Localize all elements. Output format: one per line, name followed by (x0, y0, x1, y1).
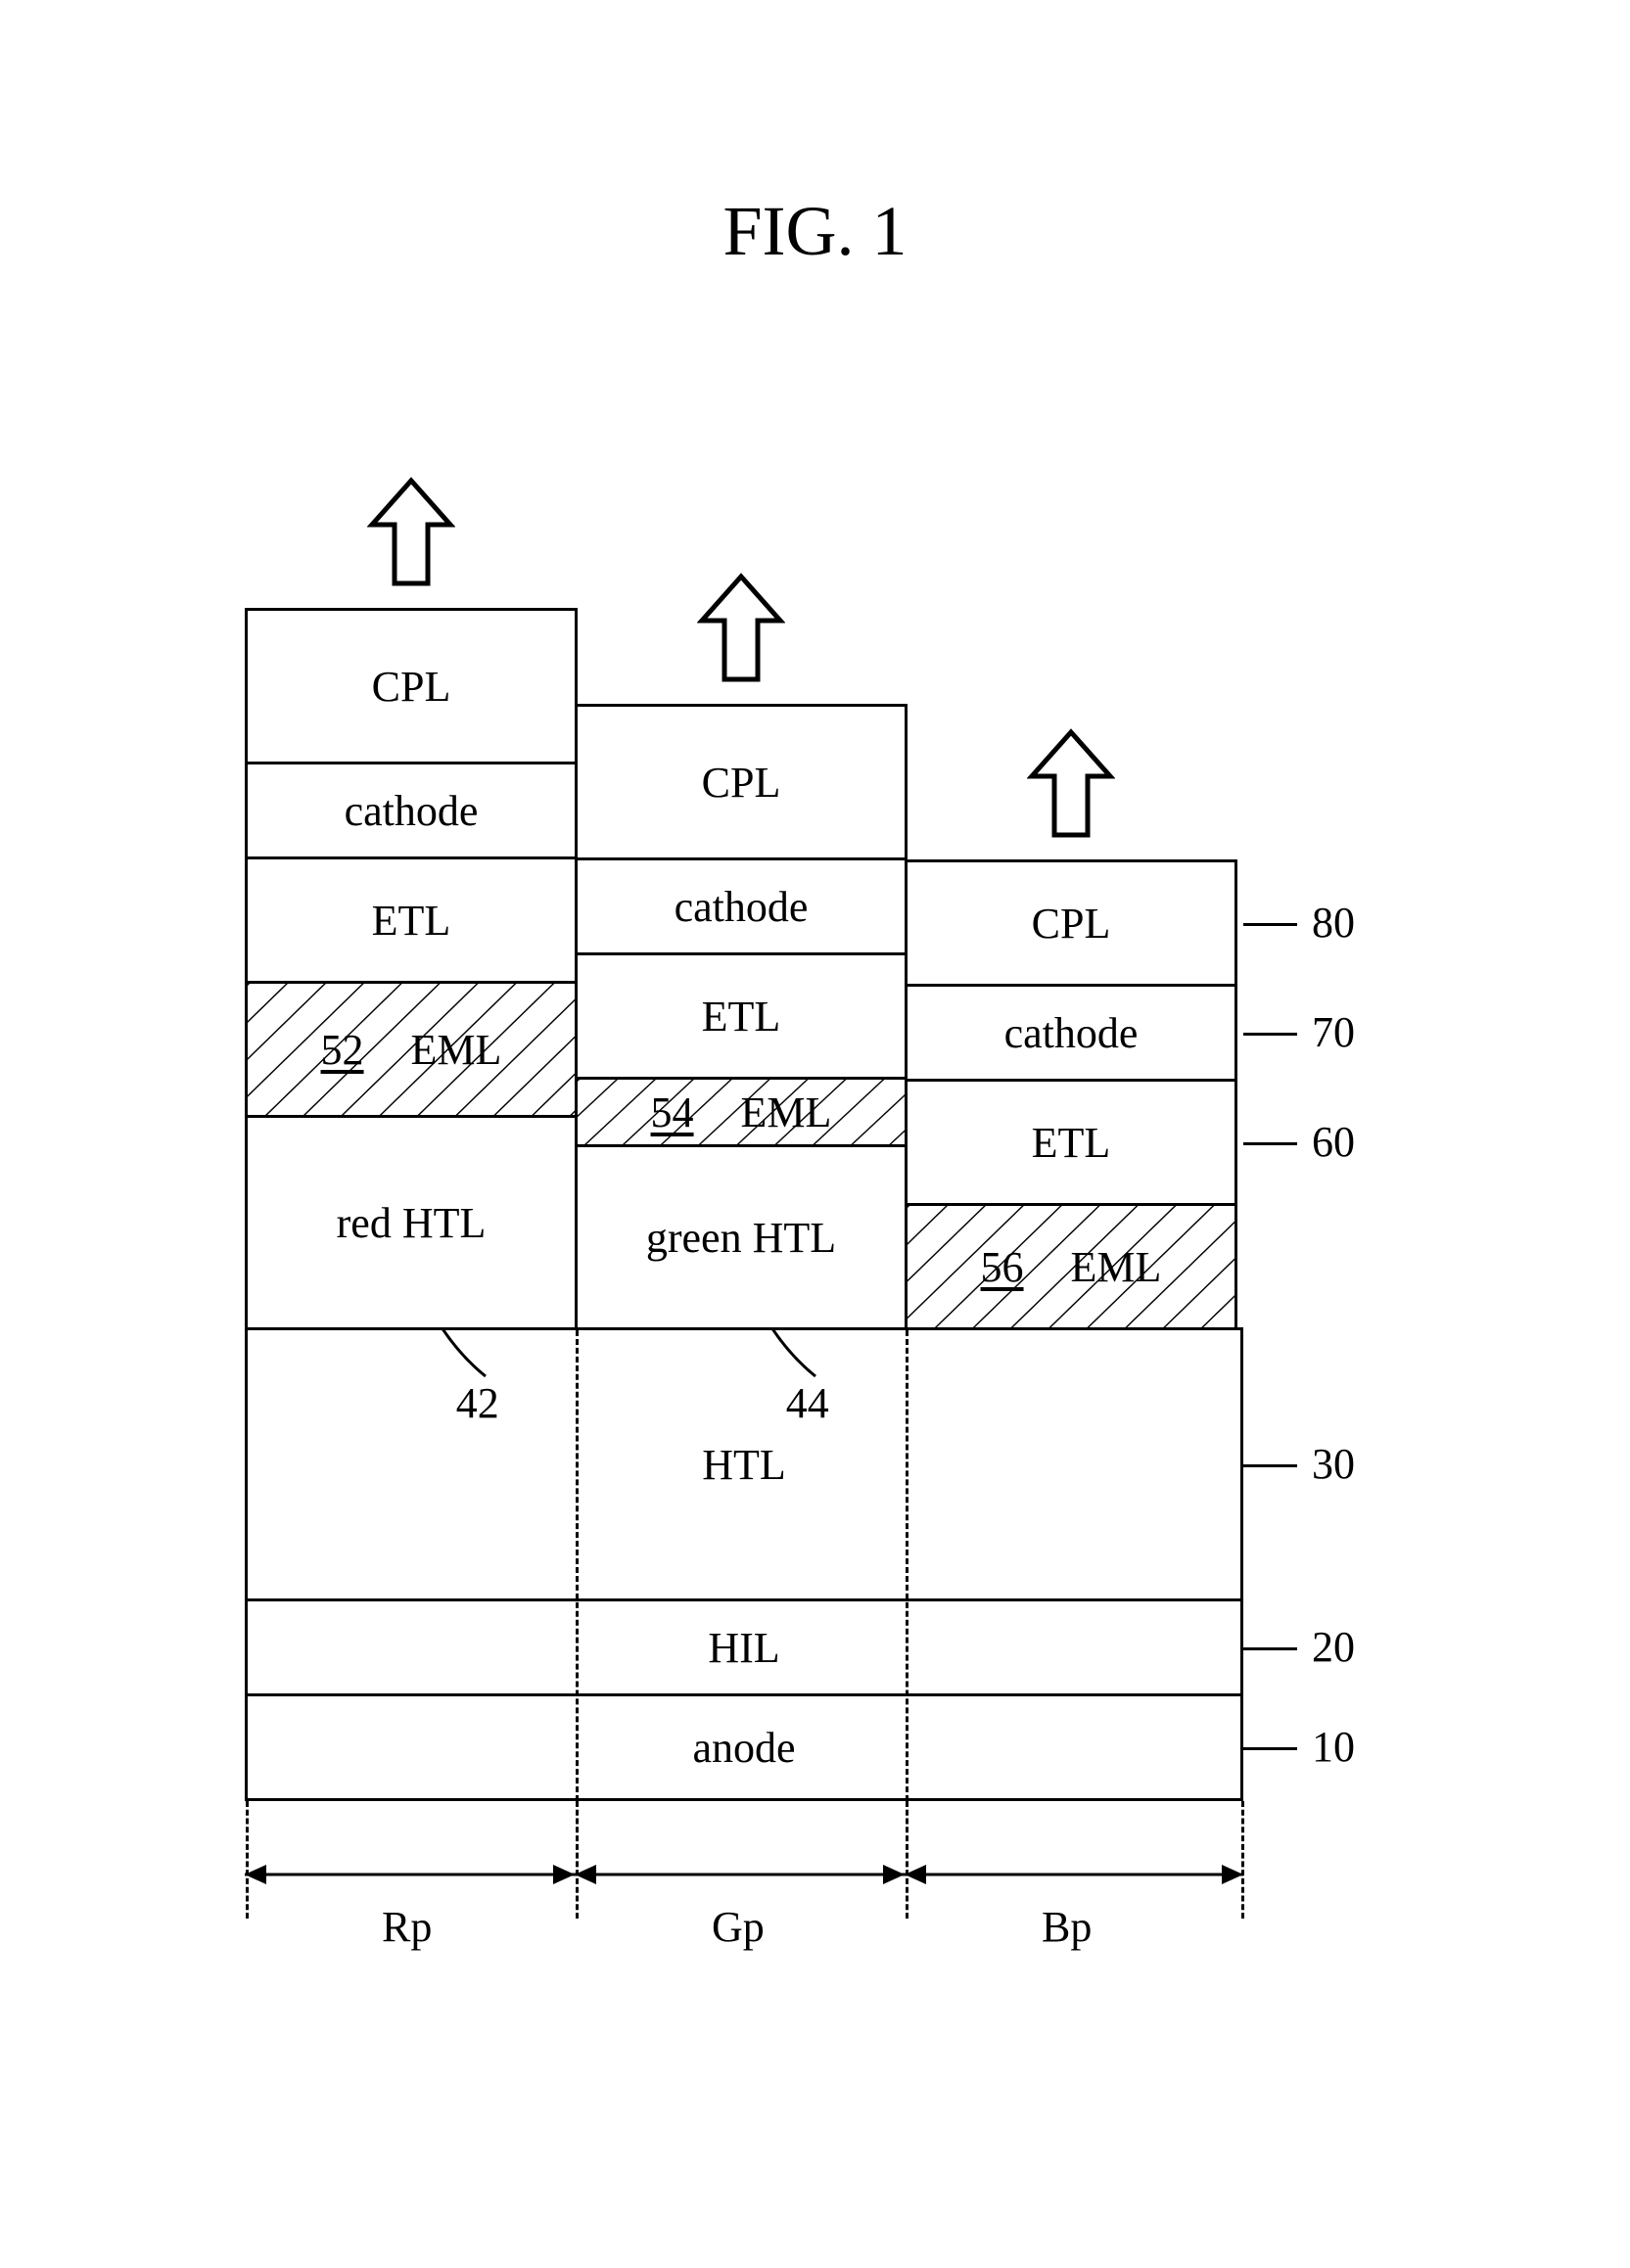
layer-R-etl-label: ETL (372, 896, 451, 946)
layer-R-cathode: cathode (245, 762, 578, 859)
ref-num-70: 70 (1312, 1007, 1355, 1057)
layer-hil: HIL (245, 1598, 1243, 1696)
leader-42 (432, 1327, 500, 1386)
layer-B-etl-label: ETL (1032, 1118, 1111, 1168)
col-divider-2 (906, 1330, 908, 1801)
leader-44 (762, 1327, 830, 1386)
layer-htl-label: HTL (702, 1440, 786, 1490)
layer-G-eml-num: 54 (651, 1088, 694, 1137)
layer-G-cathode: cathode (575, 857, 908, 955)
region-label-G: Gp (712, 1902, 765, 1952)
ref-num-80: 80 (1312, 898, 1355, 948)
ref-num-30: 30 (1312, 1439, 1355, 1489)
layer-R-eml: 52 EML (245, 981, 578, 1118)
arrow-up-icon (367, 476, 455, 593)
inner-label-44: 44 (786, 1378, 829, 1428)
ref-tick-10 (1243, 1747, 1297, 1750)
ref-num-20: 20 (1312, 1622, 1355, 1672)
region-label-R: Rp (382, 1902, 432, 1952)
layer-R-cathode-label: cathode (345, 786, 479, 836)
ref-tick-80 (1243, 923, 1297, 926)
layer-G-colorhtl-label: green HTL (646, 1213, 836, 1263)
layer-G-etl: ETL (575, 952, 908, 1080)
layer-R-eml-num: 52 (321, 1025, 364, 1075)
layer-R-etl: ETL (245, 856, 578, 984)
layer-B-eml-num: 56 (981, 1242, 1024, 1292)
layer-G-eml-txt: EML (741, 1088, 832, 1137)
layer-anode-label: anode (692, 1723, 795, 1773)
arrow-up-icon (1027, 727, 1115, 845)
layer-R-cpl: CPL (245, 608, 578, 764)
layer-htl: HTL (245, 1327, 1243, 1601)
layer-B-eml-txt: EML (1071, 1242, 1162, 1292)
layer-R-colorhtl: red HTL (245, 1115, 578, 1330)
layer-G-cathode-label: cathode (675, 882, 809, 932)
inner-label-42: 42 (456, 1378, 499, 1428)
layer-B-cpl-label: CPL (1032, 899, 1111, 949)
figure-title: FIG. 1 (722, 191, 907, 272)
layer-G-etl-label: ETL (702, 992, 781, 1041)
layer-R-eml-txt: EML (411, 1025, 502, 1075)
layer-G-cpl-label: CPL (702, 758, 781, 808)
layer-R-colorhtl-label: red HTL (337, 1198, 487, 1248)
layer-G-eml: 54 EML (575, 1077, 908, 1147)
ref-tick-20 (1243, 1647, 1297, 1650)
layer-G-colorhtl: green HTL (575, 1144, 908, 1330)
col-divider-1 (576, 1330, 579, 1801)
ref-tick-70 (1243, 1033, 1297, 1036)
layer-hil-label: HIL (708, 1623, 779, 1673)
layer-anode: anode (245, 1693, 1243, 1801)
layer-B-etl: ETL (905, 1079, 1237, 1206)
layer-R-cpl-label: CPL (372, 662, 451, 712)
layer-B-eml: 56 EML (905, 1203, 1237, 1330)
ref-tick-60 (1243, 1142, 1297, 1145)
layer-B-cpl: CPL (905, 859, 1237, 987)
ref-num-60: 60 (1312, 1117, 1355, 1167)
ref-num-10: 10 (1312, 1722, 1355, 1772)
region-label-B: Bp (1042, 1902, 1092, 1952)
arrow-up-icon (697, 572, 785, 689)
layer-B-cathode: cathode (905, 984, 1237, 1082)
dimension-line (240, 1857, 1248, 1892)
layer-G-cpl: CPL (575, 704, 908, 860)
layer-B-cathode-label: cathode (1004, 1008, 1139, 1058)
page: FIG. 1 HTL HIL anode red HTL 52 EML ETL cathode… (0, 0, 1630, 2268)
ref-tick-30 (1243, 1464, 1297, 1467)
